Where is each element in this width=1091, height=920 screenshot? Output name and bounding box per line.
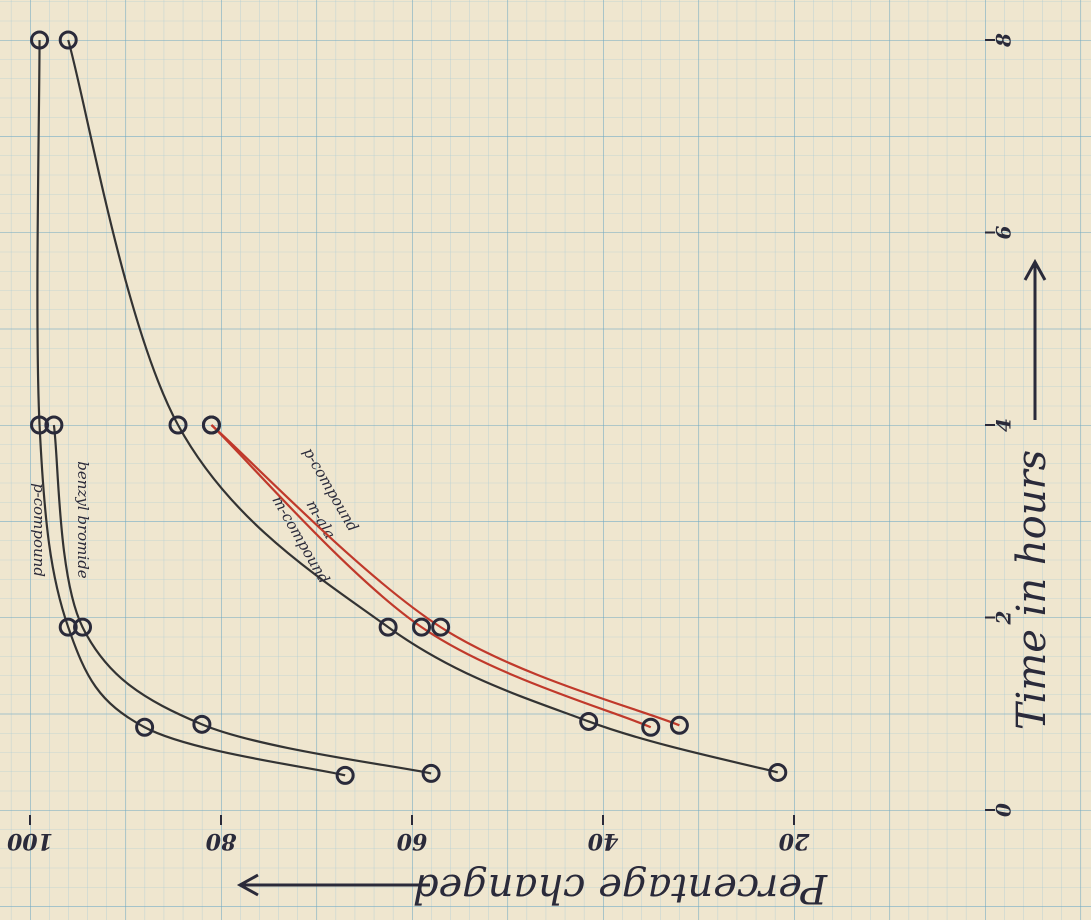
x-tick-label: 8: [992, 33, 1016, 48]
series-label: benzyl bromide: [74, 461, 92, 579]
x-tick-label: 2: [992, 610, 1016, 625]
x-axis-label: Time in hours: [1009, 450, 1055, 730]
chart: Time in hours Percentage changed 1008060…: [0, 0, 1091, 920]
y-tick-label: 100: [6, 828, 53, 854]
y-tick-label: 20: [778, 828, 810, 854]
x-tick-label: 4: [992, 418, 1016, 432]
series-label: p-compound: [30, 483, 48, 577]
y-axis-label: Percentage changed: [413, 865, 828, 911]
y-tick-label: 80: [205, 828, 237, 854]
y-tick-label: 40: [587, 828, 618, 854]
x-tick-label: 6: [992, 225, 1016, 239]
x-tick-label: 0: [992, 803, 1016, 817]
paper-grid: [0, 0, 1091, 920]
y-tick-label: 60: [396, 828, 427, 854]
